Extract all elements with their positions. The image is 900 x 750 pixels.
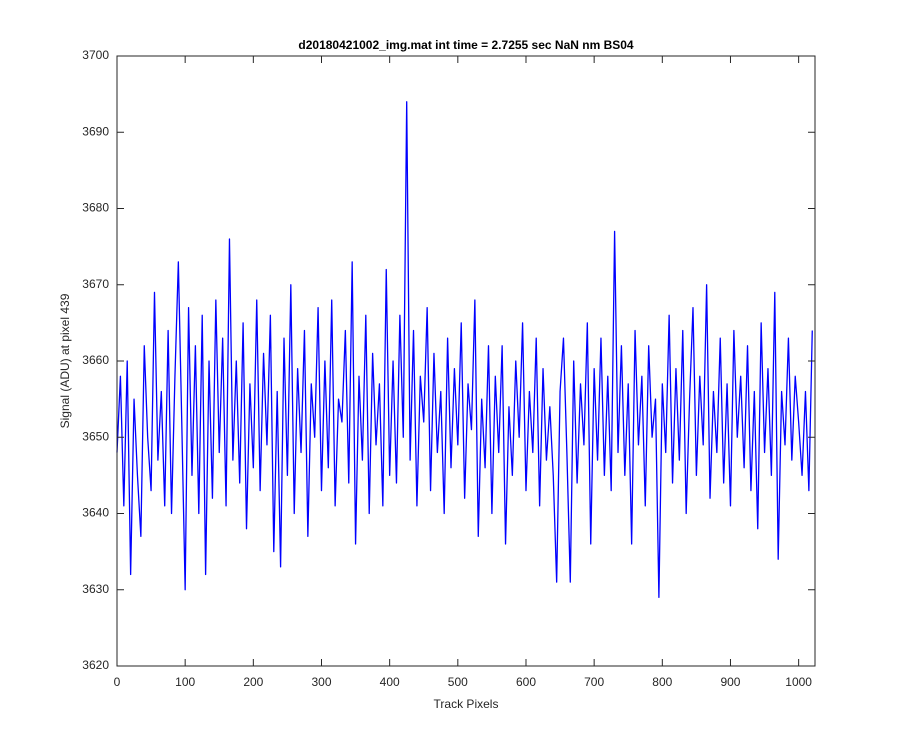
y-tick-label: 3620 bbox=[82, 658, 109, 672]
x-tick-label: 600 bbox=[516, 675, 536, 689]
x-tick-label: 400 bbox=[380, 675, 400, 689]
data-line bbox=[116, 101, 813, 599]
x-tick-label: 300 bbox=[311, 675, 331, 689]
x-tick-label: 1000 bbox=[785, 675, 812, 689]
chart-title: d20180421002_img.mat int time = 2.7255 s… bbox=[298, 38, 634, 52]
y-axis-label: Signal (ADU) at pixel 439 bbox=[58, 293, 72, 428]
x-tick-label: 0 bbox=[114, 675, 121, 689]
y-tick-label: 3640 bbox=[82, 506, 109, 520]
y-tick-label: 3700 bbox=[82, 48, 109, 62]
x-tick-label: 900 bbox=[720, 675, 740, 689]
x-axis-label: Track Pixels bbox=[434, 697, 499, 711]
y-tick-label: 3680 bbox=[82, 201, 109, 215]
x-tick-label: 100 bbox=[175, 675, 195, 689]
y-tick-label: 3660 bbox=[82, 353, 109, 367]
x-tick-label: 200 bbox=[243, 675, 263, 689]
y-tick-label: 3690 bbox=[82, 124, 109, 138]
y-tick-label: 3650 bbox=[82, 429, 109, 443]
x-tick-label: 800 bbox=[652, 675, 672, 689]
x-tick-label: 500 bbox=[448, 675, 468, 689]
y-tick-label: 3630 bbox=[82, 582, 109, 596]
x-tick-label: 700 bbox=[584, 675, 604, 689]
y-tick-label: 3670 bbox=[82, 277, 109, 291]
